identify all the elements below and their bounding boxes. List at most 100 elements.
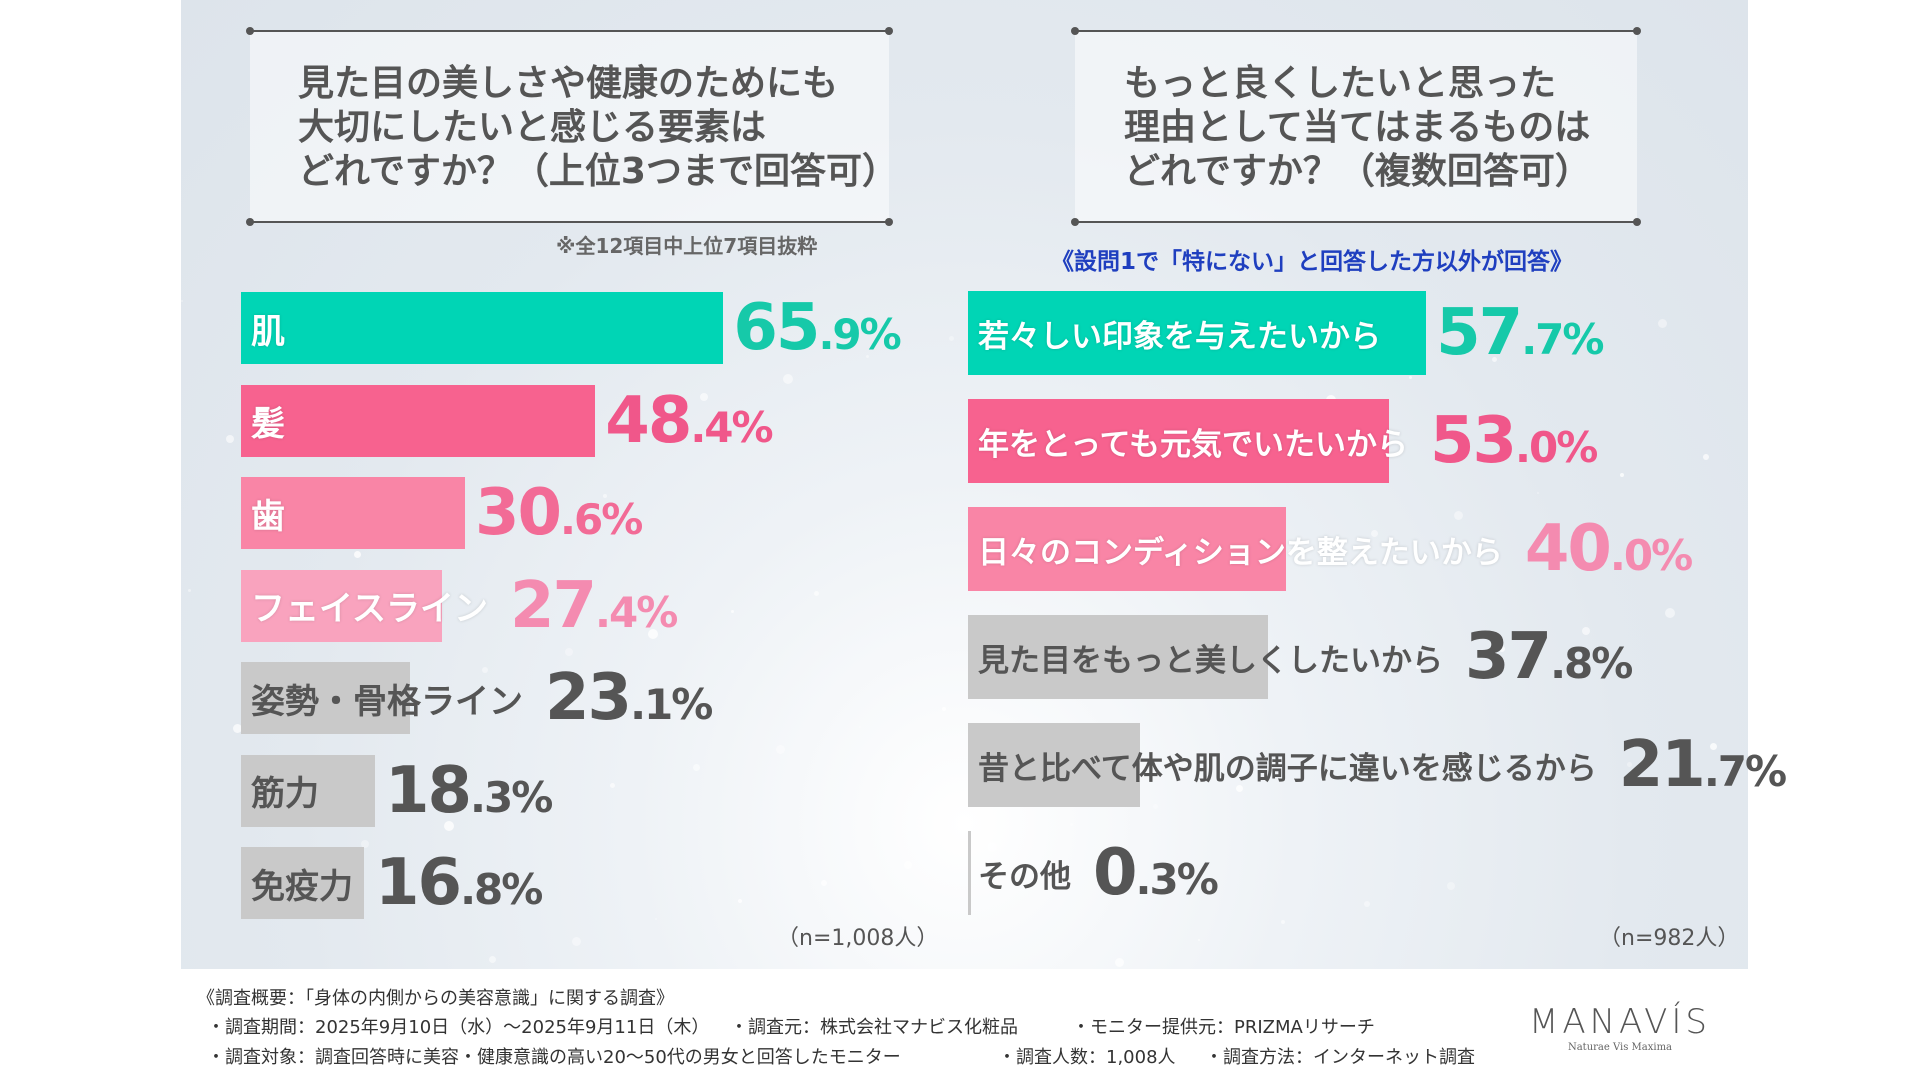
value-label: 57.7% xyxy=(1436,296,1604,370)
sparkle xyxy=(233,724,242,733)
sparkle xyxy=(1281,920,1285,924)
sparkle xyxy=(1620,473,1624,477)
value-label: 21.7% xyxy=(1618,728,1787,802)
value-label: 16.8% xyxy=(375,846,543,920)
bar-zone: 歯 xyxy=(241,477,465,549)
footer-source: ・調査元：株式会社マナビス化粧品 xyxy=(730,1017,1018,1038)
value-label: 53.0% xyxy=(1429,404,1598,478)
bar xyxy=(241,477,465,549)
bar-zone: 年をとっても元気でいたいから xyxy=(968,399,1420,483)
sparkle xyxy=(489,956,496,963)
bar xyxy=(241,662,411,734)
sparkle xyxy=(731,610,734,613)
logo-tagline: Naturae Vis Maxima xyxy=(1567,1042,1673,1053)
bar-zone: 若々しい印象を与えたいから xyxy=(968,291,1427,375)
bar-zone: 筋力 xyxy=(241,754,375,827)
category-label: 髪 xyxy=(251,404,285,444)
question-title-left: 見た目の美しさや健康のためにも 大切にしたいと感じる要素は どれですか？（上位3… xyxy=(298,63,898,192)
bar-zone: 髪 xyxy=(241,384,596,457)
sparkle xyxy=(1115,958,1124,967)
category-label: フェイスライン xyxy=(251,589,488,629)
sparkle xyxy=(1492,357,1497,362)
sparkle xyxy=(1710,743,1717,750)
footer-target: ・調査対象：調査回答時に美容・健康意識の高い20～50代の男女と回答したモニター xyxy=(207,1047,901,1068)
bar-zone: その他 xyxy=(968,831,1083,915)
sparkle xyxy=(1627,762,1632,767)
bar xyxy=(968,723,1141,807)
sparkle xyxy=(1288,549,1293,554)
sparkle xyxy=(1198,939,1200,941)
sparkle xyxy=(866,355,869,358)
bar xyxy=(241,847,364,919)
bar-zone: 見た目をもっと美しくしたいから xyxy=(968,615,1455,699)
sparkle xyxy=(693,764,700,771)
category-label: 免疫力 xyxy=(251,866,353,907)
bar-row: その他 0.3% xyxy=(968,831,1219,915)
bar-row: 年をとっても元気でいたいから 53.0% xyxy=(968,399,1598,483)
bar xyxy=(241,384,596,457)
sparkle xyxy=(655,918,657,920)
footer-monitor: ・モニター提供元：PRIZMAリサーチ xyxy=(1072,1017,1375,1038)
sparkle xyxy=(1070,823,1073,826)
sample-size-right: （n=982人） xyxy=(1599,926,1740,951)
sparkle xyxy=(949,336,954,341)
question-box-right: もっと良くしたいと思った 理由として当てはまるものは どれですか？（複数回答可） xyxy=(1071,27,1641,226)
bar xyxy=(968,507,1286,591)
value-label: 23.1% xyxy=(545,661,713,735)
sparkle xyxy=(738,899,742,903)
category-label: 若々しい印象を与えたいから xyxy=(978,318,1381,355)
footer-title: 《調査概要：「身体の内側からの美容意識」に関する調査》 xyxy=(197,988,674,1009)
divider xyxy=(1071,27,1641,35)
sparkle xyxy=(1575,338,1582,345)
category-label: 昔と比べて体や肌の調子に違いを感じるから xyxy=(978,750,1597,787)
bar xyxy=(241,754,375,827)
sparkle xyxy=(354,551,361,558)
bar-row: 肌 65.9% xyxy=(241,291,902,365)
sample-size-left: （n=1,008人） xyxy=(777,926,939,951)
sparkle xyxy=(700,393,708,401)
bar-zone: 昔と比べて体や肌の調子に違いを感じるから xyxy=(968,723,1609,807)
bar xyxy=(241,569,442,642)
bar xyxy=(968,291,1427,375)
divider xyxy=(1071,218,1641,226)
sparkle xyxy=(904,861,912,869)
sparkle xyxy=(648,629,658,639)
value-label: 65.9% xyxy=(733,291,901,365)
question-title-right: もっと良くしたいと思った 理由として当てはまるものは どれですか？（複数回答可） xyxy=(1124,63,1591,192)
sparkle xyxy=(783,374,793,384)
category-label: 肌 xyxy=(251,311,285,352)
bar xyxy=(968,399,1389,483)
sparkle xyxy=(1416,665,1420,669)
value-label: 37.8% xyxy=(1465,620,1633,694)
category-label: 姿勢・骨格ライン xyxy=(251,681,523,722)
sparkle xyxy=(444,821,454,831)
bar-row: 免疫力 16.8% xyxy=(241,846,543,920)
footer-count: ・調査人数：1,008人 xyxy=(998,1047,1176,1068)
bar-row: 見た目をもっと美しくしたいから 37.8% xyxy=(968,615,1633,699)
sparkle xyxy=(987,842,997,852)
sparkle xyxy=(610,783,615,788)
bar-row: 昔と比べて体や肌の調子に違いを感じるから 21.7% xyxy=(968,723,1787,807)
value-label: 0.3% xyxy=(1093,836,1219,910)
bar-zone: 肌 xyxy=(241,292,724,364)
sparkle xyxy=(572,937,581,946)
bar-zone: 姿勢・骨格ライン xyxy=(241,662,535,734)
footer-method: ・調査方法：インターネット調査 xyxy=(1205,1047,1475,1068)
sparkle xyxy=(361,840,369,848)
sparkle xyxy=(1499,646,1505,652)
category-label: その他 xyxy=(978,858,1071,895)
question-box-left: 見た目の美しさや健康のためにも 大切にしたいと感じる要素は どれですか？（上位3… xyxy=(246,27,898,226)
sparkle xyxy=(1447,882,1455,890)
category-label: 筋力 xyxy=(251,774,319,814)
category-label: 年をとっても元気でいたいから xyxy=(978,426,1408,463)
value-label: 18.3% xyxy=(384,753,553,828)
sparkle xyxy=(1665,608,1675,618)
bar-row: 日々のコンディションを整えたいから 40.0% xyxy=(968,507,1693,591)
sparkle xyxy=(1454,511,1463,520)
bar-zone: フェイスライン xyxy=(241,569,500,642)
bar-row: 髪 48.4% xyxy=(241,384,774,458)
value-label: 40.0% xyxy=(1524,512,1693,586)
sparkle xyxy=(1703,454,1709,460)
sparkle xyxy=(603,494,607,498)
bar-zone: 日々のコンディションを整えたいから xyxy=(968,507,1515,591)
